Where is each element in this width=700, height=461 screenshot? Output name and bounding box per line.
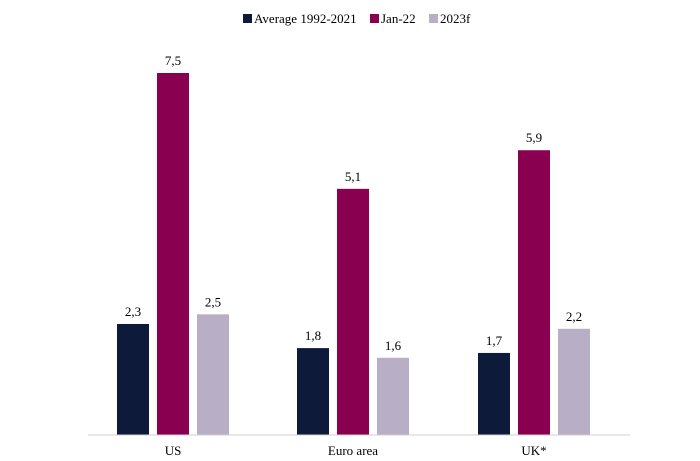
value-label: 7,5	[165, 53, 181, 68]
value-label: 5,9	[526, 130, 542, 145]
bar-euro-area-series-1	[297, 348, 329, 435]
value-labels: 2,3 7,5 2,5 1,8 5,1 1,6 1,7 5,9 2,2	[125, 53, 582, 353]
legend: Average 1992-2021 Jan-22 2023f	[243, 11, 471, 26]
value-label: 2,3	[125, 304, 141, 319]
bar-uk-series-1	[478, 352, 510, 435]
bar-us-series-2	[157, 73, 189, 435]
value-label: 2,5	[205, 294, 221, 309]
value-label: 1,7	[486, 333, 503, 348]
bar-us-series-3	[197, 314, 229, 435]
bar-us-series-1	[117, 323, 149, 435]
legend-swatch-3	[429, 14, 438, 23]
legend-label-1: Average 1992-2021	[254, 11, 357, 26]
legend-label-2: Jan-22	[381, 11, 416, 26]
value-label: 2,2	[566, 309, 582, 324]
bars	[117, 73, 590, 435]
bar-euro-area-series-3	[377, 357, 409, 435]
value-label: 1,8	[305, 328, 321, 343]
legend-swatch-1	[243, 14, 252, 23]
legend-swatch-2	[370, 14, 379, 23]
category-label: US	[165, 443, 182, 458]
category-label: UK*	[521, 443, 546, 458]
value-label: 5,1	[345, 169, 361, 184]
legend-label-3: 2023f	[440, 11, 471, 26]
bar-euro-area-series-2	[337, 188, 369, 435]
category-labels: US Euro area UK*	[165, 443, 547, 458]
value-label: 1,6	[385, 338, 402, 353]
bar-uk-series-2	[518, 150, 550, 435]
category-label: Euro area	[328, 443, 378, 458]
bar-uk-series-3	[558, 328, 590, 435]
